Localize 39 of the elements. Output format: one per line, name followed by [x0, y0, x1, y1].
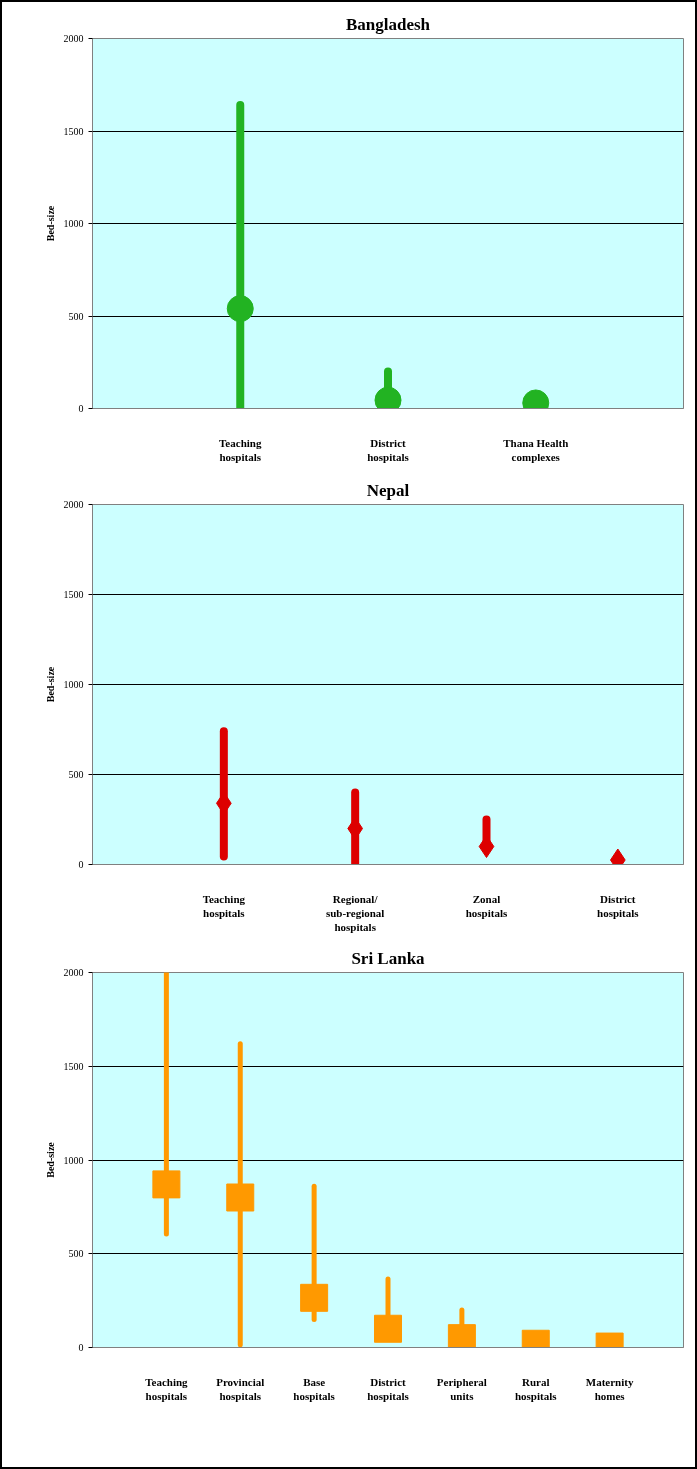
point	[226, 1183, 255, 1212]
y-tick-label: 0	[78, 403, 84, 414]
y-tick-label: 2000	[63, 33, 84, 44]
y-tick-label: 1000	[63, 1154, 84, 1166]
x-tick-label: Thana Health complexes	[503, 436, 569, 463]
y-tick-label: 1500	[63, 1060, 84, 1072]
x-tick-label: District hospitals	[367, 436, 410, 463]
y-tick-label: 1500	[63, 589, 84, 600]
x-tick-label: Regional/ sub-regional hospitals	[325, 892, 385, 934]
chart-title: Sri Lanka	[351, 948, 426, 968]
chart-title: Nepal	[366, 480, 410, 500]
x-tick-label: Base hospitals	[293, 1375, 336, 1402]
y-axis-title: Bed-size	[44, 205, 56, 242]
chart-title: Bangladesh	[345, 14, 431, 34]
y-tick-label: 2000	[63, 967, 84, 978]
x-tick-label: District hospitals	[597, 892, 640, 919]
y-axis-title: Bed-size	[44, 1141, 56, 1178]
y-tick-label: 2000	[63, 499, 84, 510]
x-tick-label: Provincial hospitals	[216, 1375, 265, 1402]
x-tick-label: Teaching hospitals	[202, 892, 246, 919]
point	[152, 1170, 181, 1199]
x-tick-label: Peripheral units	[436, 1375, 487, 1402]
y-tick-label: 500	[68, 310, 84, 322]
y-tick-label: 500	[68, 769, 84, 780]
y-axis-title: Bed-size	[44, 666, 56, 703]
point	[300, 1283, 329, 1312]
point	[374, 1314, 402, 1343]
x-tick-label: Zonal hospitals	[465, 892, 509, 919]
y-tick-label: 0	[78, 1342, 84, 1353]
x-tick-label: District hospitals	[367, 1375, 410, 1402]
x-tick-label: Rural hospitals	[514, 1375, 558, 1402]
y-tick-label: 500	[68, 1248, 84, 1260]
y-tick-label: 1000	[63, 218, 84, 229]
y-tick-label: 1500	[63, 125, 84, 137]
x-tick-label: Teaching hospitals	[219, 436, 262, 463]
y-tick-label: 0	[78, 859, 84, 870]
y-tick-label: 1000	[63, 679, 84, 690]
x-tick-label: Maternity homes	[585, 1375, 634, 1402]
x-tick-label: Teaching hospitals	[145, 1375, 189, 1402]
